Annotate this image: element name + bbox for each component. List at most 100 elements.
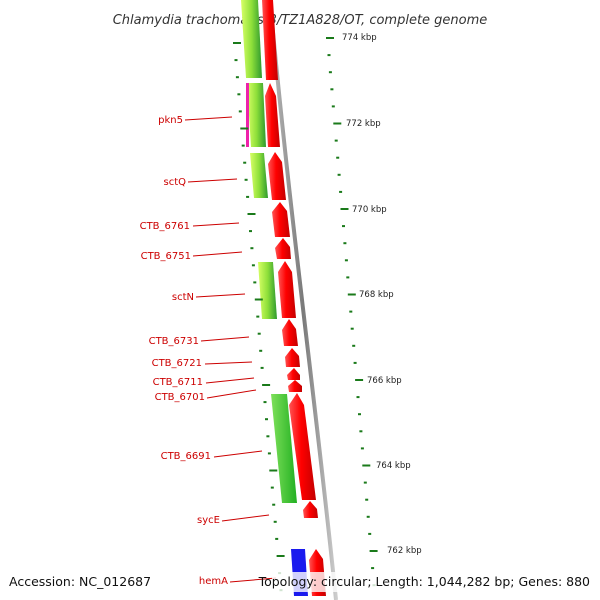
left-minor-mark	[266, 435, 270, 438]
kbp-label-766: 766 kbp	[367, 376, 402, 386]
reverse-strand-genes	[241, 0, 308, 596]
scale-minor-tick	[359, 430, 363, 433]
left-major-mark	[276, 555, 285, 557]
scale-minor-tick	[353, 361, 357, 364]
gene-magenta-segment	[246, 83, 249, 147]
gene-forward-sctq	[268, 152, 286, 200]
left-minor-mark	[251, 264, 255, 267]
kbp-label-762: 762 kbp	[387, 546, 422, 556]
scale-minor-tick	[360, 447, 364, 450]
scale-minor-tick	[328, 71, 332, 74]
gene-reverse-top	[241, 0, 262, 78]
gene-label-sctq: sctQ	[164, 177, 187, 188]
left-minor-mark	[238, 110, 242, 113]
scale-minor-tick	[334, 139, 338, 142]
scale-minor-tick	[330, 88, 334, 91]
gene-label-ctb-6721: CTB_6721	[152, 358, 202, 369]
scale-minor-tick	[366, 515, 370, 518]
left-minor-mark	[244, 178, 248, 181]
scale-minor-tick	[368, 532, 372, 535]
gene-sctn	[258, 262, 277, 319]
gene-label-sctn: sctN	[172, 292, 194, 303]
left-minor-mark	[246, 195, 250, 198]
accession-text: Accession: NC_012687	[9, 574, 151, 589]
left-major-mark	[233, 42, 241, 44]
scale-major-tick	[362, 464, 371, 467]
forward-strand-genes	[262, 0, 326, 596]
gene-forward-syce	[303, 501, 318, 518]
gene-labels	[184, 116, 277, 583]
kbp-labels: 774 kbp 772 kbp 770 kbp 768 kbp 766 kbp …	[342, 33, 422, 556]
left-minor-mark	[273, 520, 277, 523]
scale-minor-tick	[343, 242, 347, 245]
left-minor-mark	[267, 452, 271, 455]
gene-sctq	[250, 153, 268, 198]
kbp-label-768: 768 kbp	[359, 290, 394, 300]
gene-forward-ctb-6751	[275, 238, 291, 259]
kbp-label-764: 764 kbp	[376, 461, 411, 471]
map-title: Chlamydia trachomatis B/TZ1A828/OT, comp…	[113, 13, 488, 28]
scale-minor-tick	[350, 327, 354, 330]
gene-label-ctb-6731: CTB_6731	[149, 336, 199, 347]
left-minor-mark	[256, 315, 260, 318]
left-minor-mark	[270, 486, 274, 489]
scale-minor-tick	[356, 396, 360, 399]
gene-forward-ctb-6761	[272, 202, 290, 237]
gene-forward-ctb-6701	[288, 380, 302, 392]
scale-minor-tick	[327, 54, 331, 57]
left-marks	[233, 42, 285, 592]
gene-forward-ctb-6691	[289, 393, 316, 500]
gene-label-ctb-6751: CTB_6751	[141, 251, 191, 262]
left-minor-mark	[241, 144, 245, 147]
left-minor-mark	[253, 281, 257, 284]
scale-major-tick	[333, 122, 342, 125]
left-major-mark	[247, 213, 256, 215]
left-minor-mark	[260, 366, 264, 369]
gene-reverse-pkn5-region	[247, 83, 266, 147]
scale-major-tick	[369, 550, 378, 552]
left-minor-mark	[257, 332, 261, 335]
scale-minor-tick	[346, 276, 350, 279]
left-minor-mark	[234, 59, 238, 62]
scale-minor-tick	[365, 498, 369, 501]
scale-major-tick	[326, 37, 334, 39]
gene-label-texts: pkn5 sctQ CTB_6761 CTB_6751 sctN CTB_673…	[140, 115, 229, 587]
left-minor-mark	[263, 401, 267, 404]
gene-forward-sctn	[278, 261, 296, 318]
scale-major-tick	[347, 293, 356, 296]
scale-minor-tick	[344, 259, 348, 262]
gene-label-ctb-6761: CTB_6761	[140, 221, 190, 232]
scale-minor-tick	[339, 190, 343, 193]
scale-minor-tick	[331, 105, 335, 108]
scale-minor-tick	[363, 481, 367, 484]
gene-label-ctb-6711: CTB_6711	[153, 377, 203, 388]
topology-text: Topology: circular; Length: 1,044,282 bp…	[258, 574, 590, 589]
left-major-mark	[269, 469, 278, 472]
scale-major-tick	[340, 208, 349, 210]
scale-minor-tick	[342, 225, 345, 228]
left-minor-mark	[272, 503, 276, 506]
scale-minor-tick	[349, 310, 353, 313]
gene-forward-pkn5	[265, 83, 280, 147]
genome-backbone	[268, 0, 338, 600]
scale-major-tick	[355, 379, 364, 381]
scale-minor-tick	[352, 344, 356, 347]
left-minor-mark	[249, 230, 252, 233]
gene-ctb-6691	[271, 394, 297, 503]
gene-label-ctb-6701: CTB_6701	[155, 392, 205, 403]
gene-forward-ctb-6731	[282, 319, 298, 346]
scale-minor-tick	[337, 173, 341, 176]
left-minor-mark	[275, 537, 279, 540]
left-minor-mark	[250, 247, 254, 250]
gene-forward-ctb-6711	[287, 368, 300, 380]
gene-forward-ctb-6721	[285, 348, 300, 367]
scale-minor-tick	[371, 567, 375, 570]
kbp-label-774: 774 kbp	[342, 33, 377, 43]
gene-label-ctb-6691: CTB_6691	[161, 451, 211, 462]
footer-topology-bg	[272, 572, 592, 592]
left-major-mark	[254, 298, 263, 301]
gene-label-syce: sycE	[197, 515, 220, 526]
kbp-label-772: 772 kbp	[346, 119, 381, 129]
left-minor-mark	[265, 418, 268, 421]
